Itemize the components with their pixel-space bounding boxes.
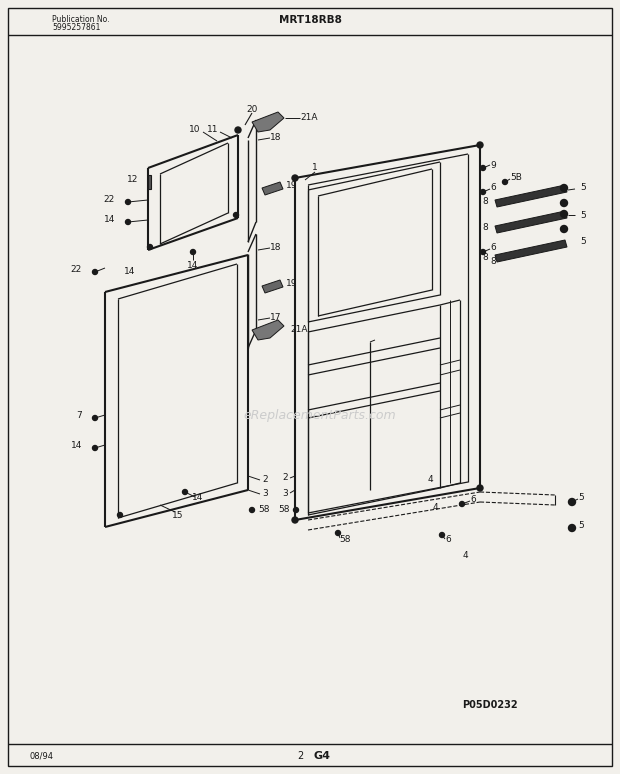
Circle shape [249,508,254,512]
Text: 5: 5 [578,494,584,502]
Circle shape [480,249,485,255]
Text: 8: 8 [490,258,496,266]
Text: Publication No.: Publication No. [52,15,110,23]
Text: 6: 6 [490,183,496,193]
Text: 4: 4 [462,550,468,560]
Text: 6: 6 [490,244,496,252]
Circle shape [292,517,298,523]
Circle shape [569,498,575,505]
Text: 5: 5 [580,183,586,193]
Text: 19: 19 [286,279,298,287]
Text: 4: 4 [427,475,433,485]
Circle shape [148,245,153,249]
Text: 7: 7 [76,410,82,420]
Text: 5995257861: 5995257861 [52,22,100,32]
Circle shape [292,175,298,181]
Circle shape [234,213,239,217]
Circle shape [560,184,567,191]
Circle shape [459,502,464,506]
Text: 6: 6 [445,536,451,544]
Text: 22: 22 [104,196,115,204]
Text: 10: 10 [188,125,200,135]
Text: 9: 9 [490,160,496,170]
Circle shape [480,166,485,170]
Text: G4: G4 [314,751,330,761]
Text: 3: 3 [262,489,268,498]
Text: 14: 14 [104,215,115,224]
Circle shape [477,142,483,148]
Circle shape [125,200,130,204]
Text: 14: 14 [125,268,136,276]
Circle shape [480,190,485,194]
Text: 5B: 5B [510,173,522,183]
Text: 20: 20 [246,105,258,115]
Text: 5: 5 [580,211,586,220]
Text: 8: 8 [482,197,488,207]
Text: 21A: 21A [300,114,317,122]
Circle shape [440,533,445,537]
Polygon shape [262,280,283,293]
Text: 3: 3 [282,488,288,498]
Text: 5: 5 [580,238,586,246]
Text: 22: 22 [71,265,82,275]
Text: 2: 2 [282,474,288,482]
Text: 5: 5 [578,520,584,529]
Circle shape [118,512,123,518]
Text: 12: 12 [126,176,138,184]
Circle shape [560,225,567,232]
Polygon shape [252,320,284,340]
Text: MRT18RB8: MRT18RB8 [278,15,342,25]
Circle shape [125,220,130,224]
Circle shape [190,249,195,255]
Circle shape [560,200,567,207]
Text: 14: 14 [71,440,82,450]
Text: 14: 14 [192,494,204,502]
Circle shape [92,416,97,420]
Text: 08/94: 08/94 [30,752,54,761]
Text: 11: 11 [207,125,219,135]
Circle shape [560,211,567,217]
Text: 18: 18 [270,133,281,142]
Text: 6: 6 [470,495,476,505]
Bar [148,175,151,189]
Text: eReplacementParts.com: eReplacementParts.com [244,409,396,422]
Circle shape [182,489,187,495]
Circle shape [569,525,575,532]
Polygon shape [262,182,283,195]
Circle shape [477,485,483,491]
Polygon shape [495,185,567,207]
Circle shape [92,269,97,275]
Text: 18: 18 [270,244,281,252]
Circle shape [235,127,241,133]
Text: 14: 14 [187,261,198,269]
Text: 58: 58 [278,505,290,515]
Text: 15: 15 [172,511,184,519]
Text: 2: 2 [297,751,303,761]
Text: 17: 17 [270,313,281,323]
Polygon shape [252,112,284,132]
Text: 8: 8 [482,252,488,262]
Circle shape [92,446,97,450]
Text: 2: 2 [262,475,268,485]
Text: 8: 8 [482,224,488,232]
Text: 58: 58 [339,536,351,544]
Polygon shape [495,240,567,262]
Text: 58: 58 [258,505,270,515]
Text: 21A: 21A [290,326,308,334]
Text: 1: 1 [312,163,318,173]
Circle shape [335,530,340,536]
Text: P05D0232: P05D0232 [462,700,518,710]
Circle shape [293,508,298,512]
Circle shape [502,180,508,184]
Text: 4: 4 [432,504,438,512]
Text: 19: 19 [286,180,298,190]
Polygon shape [495,211,567,233]
